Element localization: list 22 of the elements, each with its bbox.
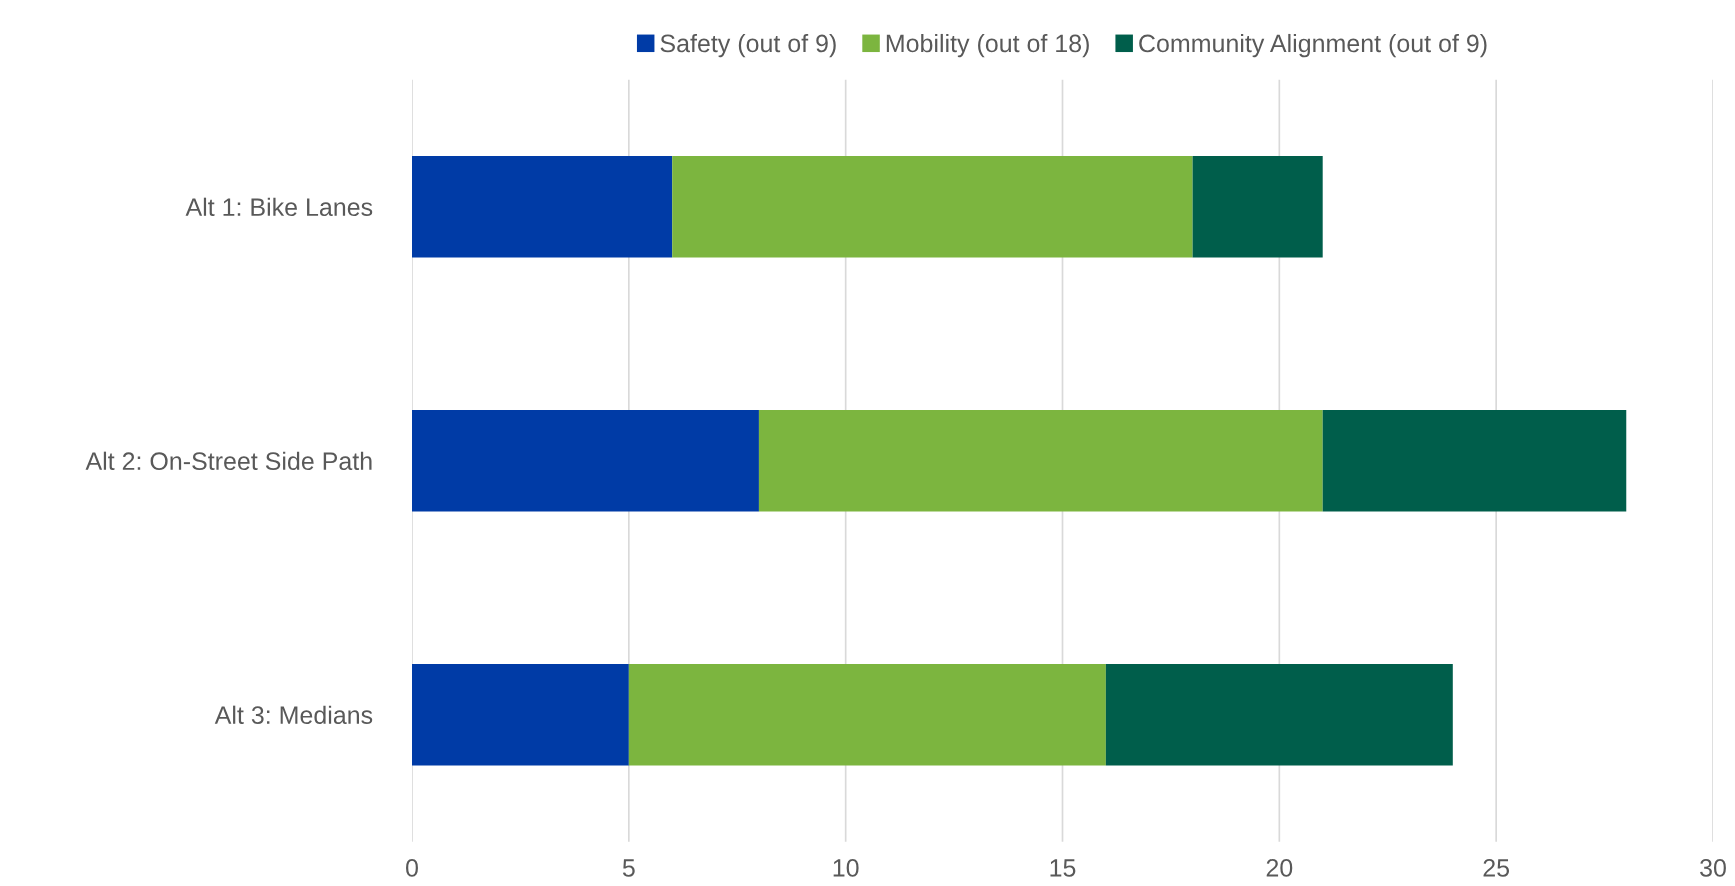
bar: [1105, 663, 1453, 766]
bar: [412, 663, 629, 766]
bar: [1322, 409, 1627, 512]
x-tick-label: 15: [1050, 859, 1076, 877]
legend-label: Safety (out of 9): [660, 33, 836, 58]
bar: [628, 663, 1106, 766]
bar: [1192, 155, 1323, 258]
x-tick-label: 10: [833, 859, 859, 877]
legend-label: Community Alignment (out of 9): [1139, 33, 1487, 58]
legend-label: Mobility (out of 18): [886, 33, 1089, 58]
x-tick-label: 20: [1266, 859, 1293, 877]
bar: [758, 409, 1323, 512]
y-tick-label: Alt 2: On-Street Side Path: [85, 451, 372, 471]
bar: [672, 155, 1193, 258]
x-tick-label: 5: [622, 859, 635, 877]
y-tick-label: Alt 3: Medians: [214, 705, 373, 725]
x-tick-label: 0: [406, 859, 418, 877]
y-tick-label: Alt 1: Bike Lanes: [185, 197, 373, 217]
bar: [412, 155, 673, 258]
x-tick-label: 25: [1483, 859, 1510, 877]
x-tick-label: 30: [1700, 859, 1726, 877]
bar: [412, 409, 759, 512]
